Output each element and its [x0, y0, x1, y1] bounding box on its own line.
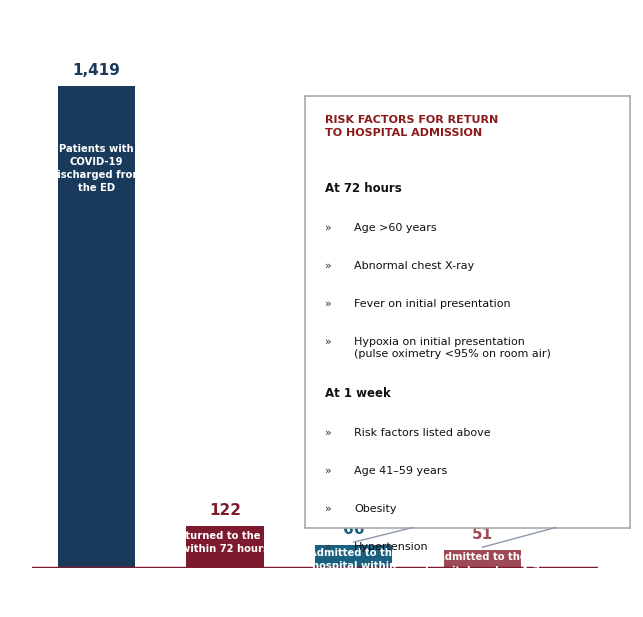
Bar	[186, 526, 264, 568]
Text: Returned to the ED
within 72 hours: Returned to the ED within 72 hours	[171, 531, 279, 555]
Text: Hypoxia on initial presentation
(pulse oximetry <95% on room air): Hypoxia on initial presentation (pulse o…	[354, 337, 551, 360]
Text: 51: 51	[472, 527, 493, 542]
Text: 1,419: 1,419	[73, 62, 120, 78]
Text: Risk factors listed above: Risk factors listed above	[354, 428, 491, 438]
Bar	[315, 545, 392, 568]
Text: 122: 122	[209, 503, 241, 518]
Text: »: »	[325, 428, 332, 438]
Text: Admitted to the
hospital within
72 hours: Admitted to the hospital within 72 hours	[309, 548, 399, 584]
Text: Age >60 years: Age >60 years	[354, 223, 437, 233]
Text: Age 41–59 years: Age 41–59 years	[354, 466, 448, 476]
Text: »: »	[325, 337, 332, 347]
Text: »: »	[325, 261, 332, 271]
Text: »: »	[325, 503, 332, 514]
Text: Admitted to the
hospital on days 4–7: Admitted to the hospital on days 4–7	[425, 552, 539, 576]
Text: Hypertension: Hypertension	[354, 542, 429, 552]
Text: Fever on initial presentation: Fever on initial presentation	[354, 299, 511, 309]
Text: At 1 week: At 1 week	[325, 387, 391, 400]
Text: RISK FACTORS FOR RETURN
TO HOSPITAL ADMISSION: RISK FACTORS FOR RETURN TO HOSPITAL ADMI…	[325, 115, 498, 138]
Text: Abnormal chest X-ray: Abnormal chest X-ray	[354, 261, 475, 271]
Bar	[58, 86, 135, 568]
Text: Obesity: Obesity	[354, 503, 397, 514]
Text: »: »	[325, 223, 332, 233]
Text: »: »	[325, 299, 332, 309]
Text: 66: 66	[343, 522, 365, 537]
Text: »: »	[325, 542, 332, 552]
Text: Patients with
COVID-19
discharged from
the ED: Patients with COVID-19 discharged from t…	[50, 144, 143, 194]
Text: At 72 hours: At 72 hours	[325, 182, 402, 195]
Text: »: »	[325, 466, 332, 476]
Bar	[444, 550, 521, 568]
